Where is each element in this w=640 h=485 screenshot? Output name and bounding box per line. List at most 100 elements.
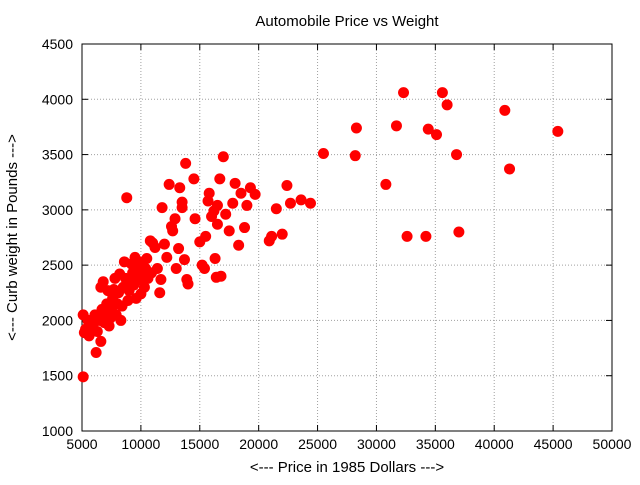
data-point [189,213,201,225]
x-axis-label: <--- Price in 1985 Dollars ---> [250,459,444,476]
data-point [122,295,134,307]
y-axis-label: <--- Curb weight in Pounds ---> [4,134,21,341]
y-tick-label: 1500 [42,368,73,384]
axis-ticks [81,43,613,432]
data-point [229,177,241,189]
data-point [215,270,227,282]
data-point [420,230,432,242]
data-point [151,262,163,274]
y-tick-label: 3500 [42,147,73,163]
x-tick-label: 30000 [357,436,396,452]
data-point [281,180,293,192]
data-point [97,276,109,288]
x-tick-label: 20000 [239,436,278,452]
chart-title: Automobile Price vs Weight [255,13,439,30]
data-point [170,262,182,274]
data-point [180,157,192,169]
data-point [161,251,173,263]
data-point [220,208,232,220]
y-tick-labels: 1000 1500 2000 2500 3000 3500 4000 4500 [42,36,73,439]
data-point [176,202,188,214]
data-point [266,230,278,242]
data-point [158,238,170,250]
data-point [156,202,168,214]
data-point [422,123,434,135]
data-point [211,199,223,211]
x-tick-label: 45000 [534,436,573,452]
data-point [504,163,516,175]
data-point [235,187,247,199]
data-point [284,197,296,209]
data-point [436,87,448,99]
data-point [138,281,150,293]
data-point [173,243,185,255]
y-tick-label: 2000 [42,312,73,328]
x-tick-labels: 5000 10000 15000 20000 25000 30000 35000 40000 4… [66,436,631,452]
data-point [174,182,186,194]
plot-frame [81,43,613,432]
data-point [154,287,166,299]
x-tick-label: 15000 [180,436,219,452]
x-tick-label: 40000 [475,436,514,452]
data-point [304,197,316,209]
data-point [83,330,95,342]
data-point [77,371,89,383]
data-point [209,253,221,265]
data-point [200,230,212,242]
y-tick-label: 1000 [42,423,73,439]
data-point [552,125,564,137]
data-points [77,87,564,383]
data-point [155,274,167,286]
y-tick-label: 3000 [42,202,73,218]
x-tick-label: 50000 [593,436,632,452]
data-point [198,262,210,274]
data-point [270,203,282,215]
x-tick-label: 5000 [66,436,97,452]
data-point [295,194,307,206]
data-point [167,225,179,237]
data-point [451,149,463,161]
data-point [317,147,329,159]
x-tick-label: 25000 [298,436,337,452]
y-tick-label: 2500 [42,257,73,273]
y-tick-label: 4500 [42,36,73,52]
data-point [380,178,392,190]
data-point [249,188,261,200]
data-point [149,241,161,253]
data-point [453,226,465,238]
data-point [182,278,194,290]
data-point [276,228,288,240]
data-point [401,230,413,242]
data-point [349,150,361,162]
data-point [214,173,226,185]
data-point [141,253,153,265]
data-point [203,187,215,199]
data-point [169,213,181,225]
y-tick-label: 4000 [42,91,73,107]
x-tick-label: 35000 [416,436,455,452]
data-point [239,222,251,234]
data-point [128,279,140,291]
grid-lines [82,44,612,431]
data-point [115,314,127,326]
data-point [241,199,253,211]
data-point [163,178,175,190]
data-point [233,239,245,251]
data-point [398,87,410,99]
data-point [188,173,200,185]
data-point [223,225,235,237]
data-point [499,104,511,116]
data-point [90,346,102,358]
data-point [431,129,443,141]
data-point [390,120,402,132]
data-point [178,254,190,266]
data-point [91,325,103,337]
data-point [227,197,239,209]
data-point [121,192,133,204]
data-point [95,335,107,347]
data-point [217,151,229,163]
data-point [441,99,453,111]
data-point [350,122,362,134]
